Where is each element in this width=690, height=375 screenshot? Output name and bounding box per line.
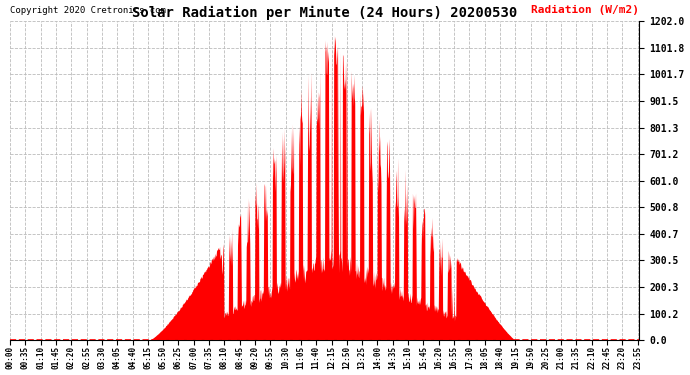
Text: Radiation (W/m2): Radiation (W/m2) [531,5,640,15]
Text: Copyright 2020 Cretronics.com: Copyright 2020 Cretronics.com [10,6,166,15]
Title: Solar Radiation per Minute (24 Hours) 20200530: Solar Radiation per Minute (24 Hours) 20… [132,6,518,20]
